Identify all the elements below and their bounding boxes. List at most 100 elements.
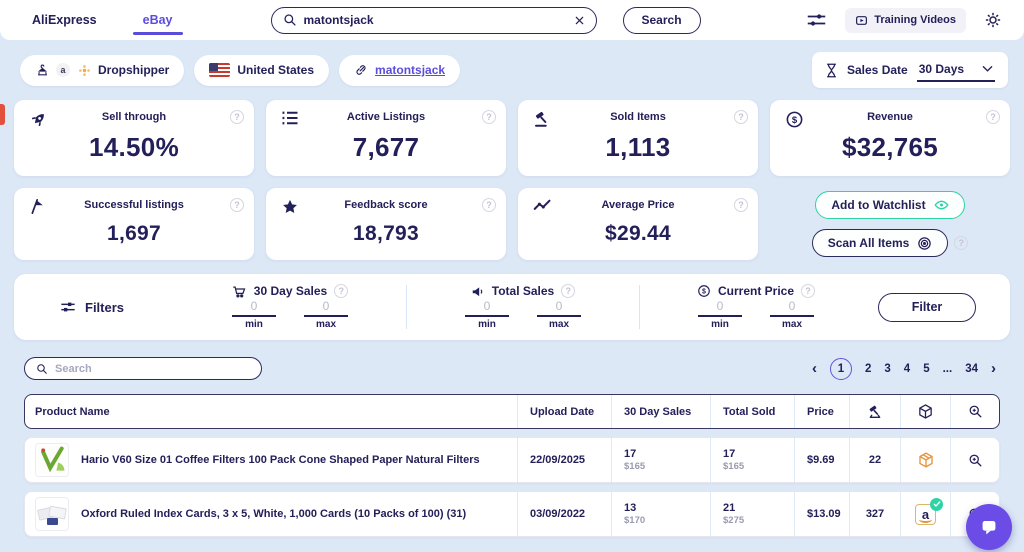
sales-30d-max-input[interactable] xyxy=(304,299,348,317)
search-button[interactable]: Search xyxy=(622,6,701,34)
tab-aliexpress[interactable]: AliExpress xyxy=(32,13,97,27)
page-button-2[interactable]: 2 xyxy=(864,362,872,375)
main-search-input[interactable] xyxy=(303,13,567,27)
header-bids-column xyxy=(849,395,900,428)
filter-button[interactable]: Filter xyxy=(878,292,976,322)
next-page-button[interactable]: › xyxy=(991,360,996,377)
page-button-5[interactable]: 5 xyxy=(923,362,930,375)
upload-date-cell: 22/09/2025 xyxy=(517,438,611,482)
profile-bar: a Dropshipper United States matontsjack … xyxy=(20,52,1008,88)
link-icon xyxy=(354,63,368,77)
zoom-in-icon[interactable] xyxy=(968,453,983,468)
amazon-a-icon xyxy=(915,503,936,525)
training-videos-button[interactable]: Training Videos xyxy=(845,7,966,33)
help-icon[interactable] xyxy=(801,284,816,298)
rocket-icon xyxy=(29,110,48,129)
main-search[interactable] xyxy=(270,6,597,34)
divider xyxy=(639,285,640,329)
price-cell: $9.69 xyxy=(794,438,849,482)
table-search-input[interactable] xyxy=(55,362,250,375)
product-cell: Oxford Ruled Index Cards, 3 x 5, White, … xyxy=(25,492,517,536)
amazon-marketplace-icon: a xyxy=(56,63,70,77)
chat-icon xyxy=(978,516,1000,538)
gear-icon[interactable] xyxy=(984,11,1002,29)
total-sold-amount: $275 xyxy=(723,515,745,526)
chevron-down-icon xyxy=(982,65,993,73)
filter-title: 30 Day Sales xyxy=(253,284,328,298)
zoom-in-icon xyxy=(968,404,983,419)
product-name[interactable]: Oxford Ruled Index Cards, 3 x 5, White, … xyxy=(81,507,467,520)
max-label: max xyxy=(781,319,802,330)
sales-30d-cell: 17 $165 xyxy=(611,438,710,482)
table-search[interactable] xyxy=(24,357,262,380)
search-icon xyxy=(36,363,48,375)
page-button-34[interactable]: 34 xyxy=(965,362,978,375)
scan-all-items-button[interactable]: Scan All Items xyxy=(811,229,949,257)
total-sales-min-input[interactable] xyxy=(465,299,509,317)
help-icon[interactable] xyxy=(230,198,244,212)
stat-value: 1,113 xyxy=(605,132,671,162)
tab-ebay[interactable]: eBay xyxy=(132,0,183,40)
table-row[interactable]: Hario V60 Size 01 Coffee Filters 100 Pac… xyxy=(24,437,1000,483)
prev-page-button[interactable]: ‹ xyxy=(811,360,817,377)
scan-all-items-label: Scan All Items xyxy=(827,236,910,250)
clear-search-icon[interactable] xyxy=(574,15,585,26)
filter-group-total-sales: Total Sales min max xyxy=(407,284,639,330)
add-to-watchlist-button[interactable]: Add to Watchlist xyxy=(815,191,965,219)
help-icon[interactable] xyxy=(334,284,349,298)
table-header: Product Name Upload Date 30 Day Sales To… xyxy=(24,394,1000,429)
stat-value: $29.44 xyxy=(604,222,672,245)
help-icon[interactable] xyxy=(986,110,1000,124)
aliexpress-marketplace-icon xyxy=(77,63,91,77)
stat-card-average-price: Average Price $29.44 xyxy=(518,188,758,260)
current-price-max-input[interactable] xyxy=(770,299,814,317)
dollar-circle-icon: $ xyxy=(785,110,804,129)
help-icon[interactable] xyxy=(734,110,748,124)
sales-date-select[interactable]: 30 Days xyxy=(916,59,995,82)
stat-title: Feedback score xyxy=(344,199,428,211)
filter-title: Current Price xyxy=(717,284,795,298)
chat-widget-button[interactable] xyxy=(966,504,1012,550)
sliders-icon[interactable] xyxy=(806,12,827,28)
total-sales-max-input[interactable] xyxy=(537,299,581,317)
header-total-sold: Total Sold xyxy=(710,395,794,428)
page-button-1[interactable]: 1 xyxy=(829,357,852,380)
filter-group-current-price: $ Current Price min max xyxy=(640,284,872,330)
eye-icon xyxy=(934,199,949,211)
pagination-ellipsis: ... xyxy=(942,362,953,375)
help-icon[interactable] xyxy=(230,110,244,124)
filters-label: Filters xyxy=(85,299,125,315)
min-label: min xyxy=(711,319,729,330)
megaphone-icon xyxy=(471,285,485,298)
sales-date-label: Sales Date xyxy=(847,63,908,77)
total-sold-cell: 21 $275 xyxy=(710,492,794,536)
gavel-icon xyxy=(533,110,551,128)
feedback-side-tab[interactable] xyxy=(0,104,5,125)
current-price-min-input[interactable] xyxy=(698,299,742,317)
product-name[interactable]: Hario V60 Size 01 Coffee Filters 100 Pac… xyxy=(81,453,480,466)
page-button-4[interactable]: 4 xyxy=(903,362,911,375)
seller-username-link[interactable]: matontsjack xyxy=(375,63,446,77)
stat-card-revenue: $ Revenue $32,765 xyxy=(770,100,1010,176)
amazon-source-icon[interactable] xyxy=(915,497,943,525)
page-button-3[interactable]: 3 xyxy=(884,362,891,375)
help-icon[interactable] xyxy=(561,284,576,298)
filters-icon xyxy=(60,301,76,313)
bids-cell: 22 xyxy=(849,438,900,482)
filter-title: Total Sales xyxy=(491,284,555,298)
help-icon[interactable] xyxy=(734,198,748,212)
top-bar: AliExpress eBay Search Training Videos xyxy=(0,0,1024,40)
help-icon[interactable] xyxy=(482,110,496,124)
stat-card-successful-listings: Successful listings 1,697 xyxy=(14,188,254,260)
sales-30d-min-input[interactable] xyxy=(232,299,276,317)
source-cell xyxy=(900,492,950,536)
help-icon[interactable] xyxy=(482,198,496,212)
check-badge-icon xyxy=(930,497,943,511)
help-icon[interactable] xyxy=(954,236,969,250)
table-row[interactable]: Oxford Ruled Index Cards, 3 x 5, White, … xyxy=(24,491,1000,537)
filter-group-30-day-sales: 30 Day Sales min max xyxy=(174,284,406,330)
stat-value: 1,697 xyxy=(106,222,162,245)
training-videos-label: Training Videos xyxy=(874,14,956,26)
package-icon[interactable] xyxy=(917,451,935,469)
total-sold-count: 17 xyxy=(723,448,736,460)
